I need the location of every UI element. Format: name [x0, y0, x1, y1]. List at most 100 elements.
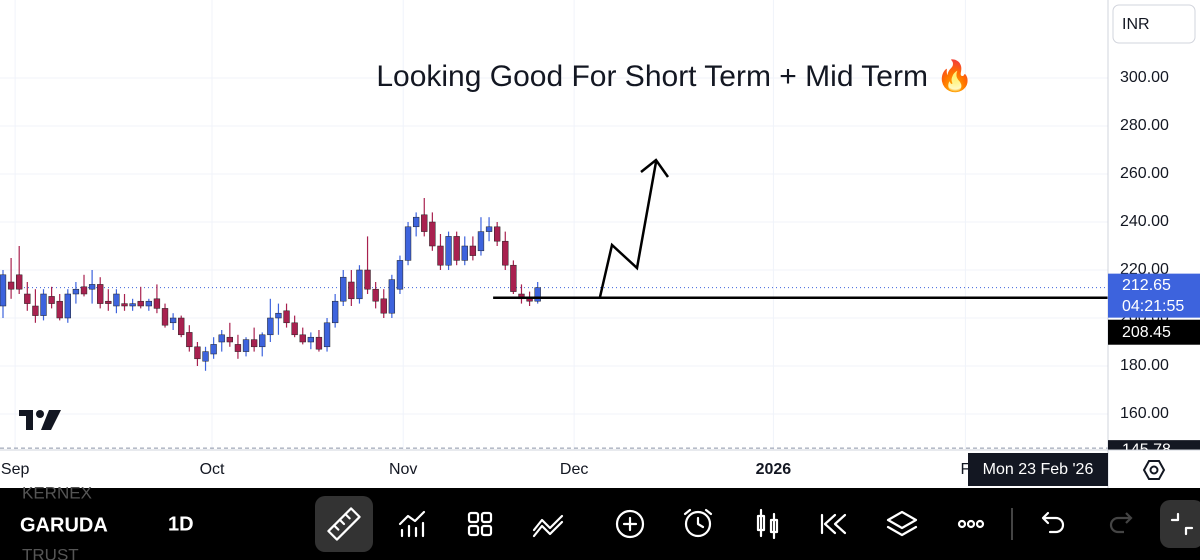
settings-button[interactable]	[1142, 460, 1166, 480]
y-tick-label: 280.00	[1120, 117, 1169, 134]
candle-body	[105, 300, 112, 304]
candle-body	[412, 216, 420, 228]
candle-body	[453, 236, 460, 261]
current-price-box	[1108, 273, 1200, 318]
candle-body	[526, 298, 533, 302]
candle-body	[315, 336, 323, 350]
candle-body	[0, 274, 7, 307]
candle-body	[64, 293, 71, 319]
candle-body	[40, 293, 47, 316]
y-tick-label: 300.00	[1120, 69, 1169, 86]
candle-body	[283, 310, 290, 324]
indicators-button[interactable]	[398, 510, 426, 538]
candle-body	[194, 346, 201, 360]
candle-body	[161, 308, 169, 326]
crosshair-date: Mon 23 Feb '26	[983, 461, 1094, 478]
level-price-box	[1108, 319, 1200, 345]
y-tick-label: 240.00	[1120, 213, 1169, 230]
candle-body	[7, 281, 15, 290]
candle-body	[445, 236, 452, 266]
candle-body	[137, 300, 144, 307]
candle-body	[502, 240, 509, 266]
fullscreen-icon	[1170, 512, 1194, 536]
tv-logo	[19, 410, 61, 430]
candle-body	[24, 293, 31, 304]
candle-body	[218, 334, 225, 343]
symbol-prev[interactable]: KERNEX	[22, 483, 92, 502]
price-axis	[1108, 0, 1200, 450]
more-button[interactable]	[957, 519, 985, 529]
annotation-text: Looking Good For Short Term + Mid Term 🔥	[376, 58, 973, 93]
candle-body	[323, 322, 331, 348]
candle-body	[186, 332, 193, 348]
candle-body	[372, 288, 379, 302]
candle-body	[250, 339, 258, 348]
x-tick-label: Oct	[200, 461, 225, 478]
chart-type-button[interactable]	[756, 508, 779, 540]
countdown-label: 04:21:55	[1122, 298, 1184, 315]
ruler-button[interactable]	[327, 507, 361, 541]
candle-body	[234, 344, 242, 352]
y-tick-label: 260.00	[1120, 165, 1169, 182]
x-tick-label: Dec	[560, 461, 588, 478]
x-tick-label: Nov	[389, 461, 417, 478]
candle-body	[291, 322, 298, 336]
toolbar	[0, 488, 1200, 560]
candle-body	[396, 260, 404, 290]
candle-body	[485, 226, 493, 232]
candle-body	[364, 269, 371, 290]
low-price-box	[1108, 440, 1200, 451]
objects-button[interactable]	[886, 510, 918, 537]
candle-body	[356, 269, 363, 300]
candle-body	[129, 303, 136, 307]
candle-body	[421, 214, 428, 232]
fullscreen-button[interactable]	[1160, 500, 1200, 548]
candle-body	[113, 293, 120, 307]
candle-body	[169, 317, 177, 324]
add-button[interactable]	[615, 509, 645, 539]
candle-body	[348, 281, 355, 300]
current-price-label: 212.65	[1122, 277, 1171, 294]
candle-body	[275, 312, 282, 319]
replay-button[interactable]	[820, 513, 847, 535]
candle-body	[307, 336, 315, 343]
candle-body	[340, 276, 347, 302]
candle-body	[429, 221, 436, 247]
x-tick-label: Sep	[1, 461, 30, 478]
undo-button[interactable]	[1041, 511, 1065, 534]
arrow-head	[640, 158, 670, 178]
candle-body	[380, 298, 387, 314]
candle-body	[388, 279, 396, 314]
alert-button[interactable]	[683, 508, 713, 538]
candle-body	[494, 226, 501, 242]
candle-body	[461, 245, 468, 261]
currency-label: INR	[1122, 16, 1150, 33]
x-tick-label: 2026	[756, 461, 792, 478]
layouts-button[interactable]	[467, 511, 493, 537]
candle-body	[534, 287, 541, 302]
candle-body	[56, 300, 63, 319]
compare-button[interactable]	[532, 514, 564, 538]
level-price-label: 208.45	[1122, 324, 1171, 341]
candle-body	[210, 344, 217, 355]
candle-body	[121, 303, 128, 307]
currency-button[interactable]	[1112, 4, 1196, 44]
candle-body	[477, 231, 485, 252]
symbol-next[interactable]: TRUST	[22, 545, 79, 560]
redo-button[interactable]	[1109, 512, 1133, 534]
candle-body	[469, 245, 477, 256]
candle-body	[153, 298, 161, 309]
candle-body	[437, 245, 444, 266]
candle-body	[72, 288, 80, 295]
candle-body	[32, 305, 39, 316]
symbol-current[interactable]: GARUDA	[20, 514, 108, 536]
candle-body	[331, 300, 339, 324]
candle-body	[404, 226, 412, 261]
arrow-drawing	[598, 161, 658, 298]
candle-body	[16, 274, 23, 290]
interval-button[interactable]: 1D	[168, 513, 194, 535]
candle-body	[510, 264, 517, 292]
x-tick-label: F	[961, 461, 971, 478]
candle-body	[178, 317, 185, 336]
